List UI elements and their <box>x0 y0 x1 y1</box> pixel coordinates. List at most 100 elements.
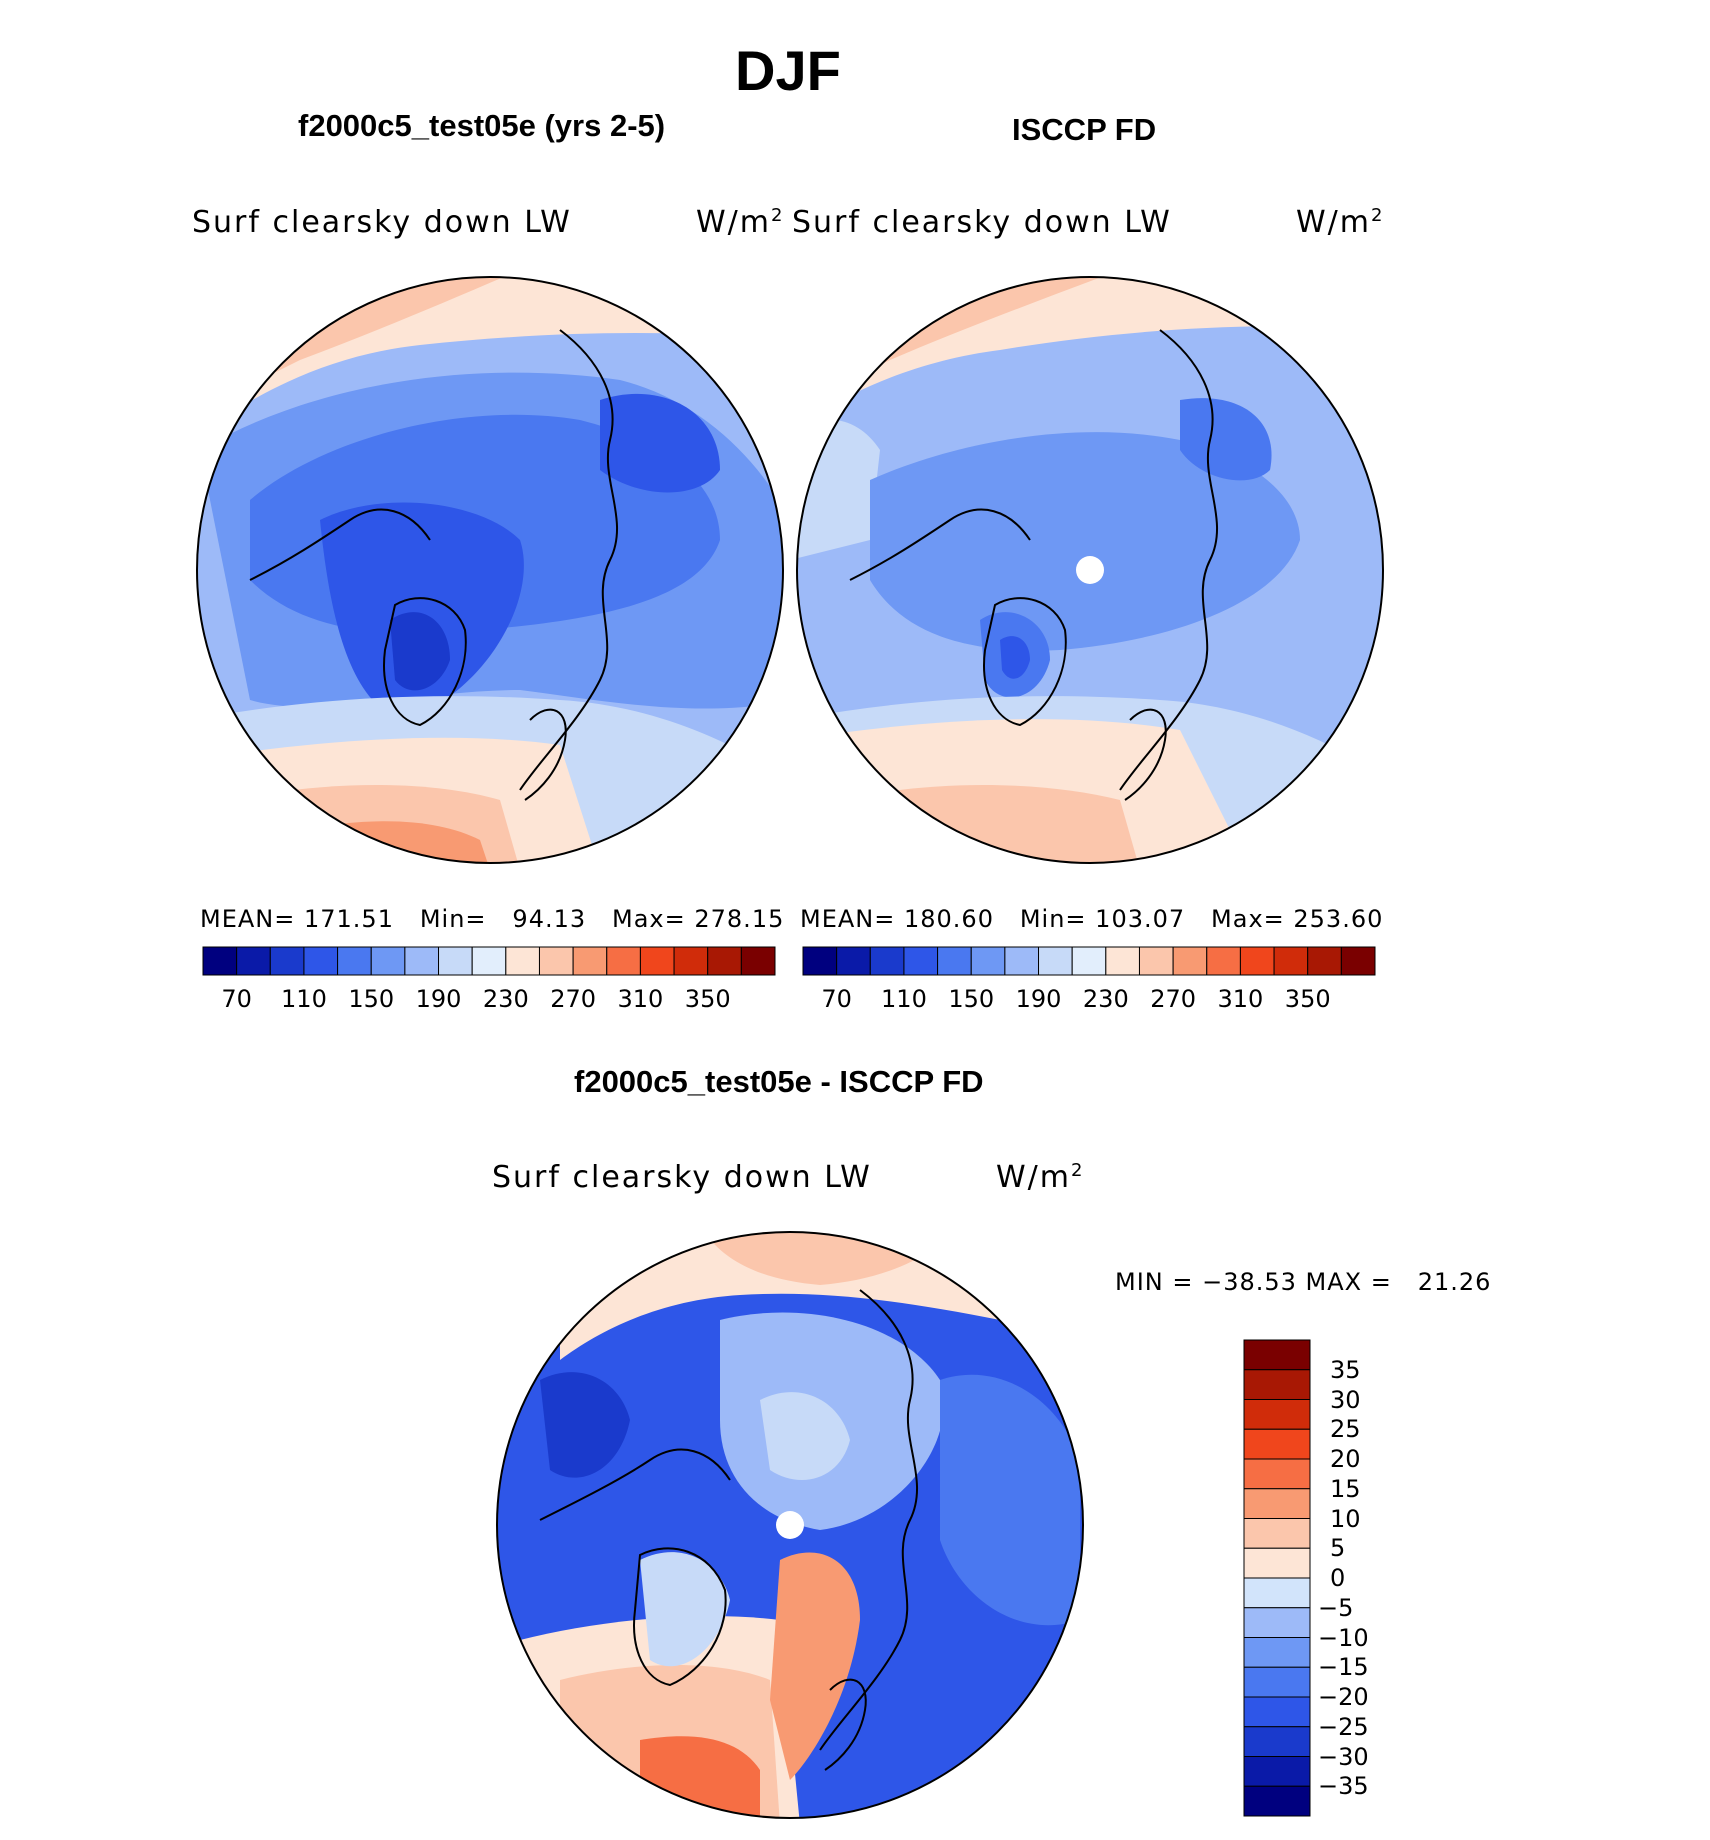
colorbar-tick-label: −20 <box>1318 1683 1369 1711</box>
colorbar-swatch <box>236 946 271 976</box>
colorbar-swatch <box>572 946 608 976</box>
colorbar-swatch <box>538 946 574 976</box>
colorbar-swatch <box>1004 946 1040 976</box>
colorbar-swatch <box>1243 1488 1311 1519</box>
colorbar-tick-label: 230 <box>1082 985 1129 1013</box>
map-model-bottom-hot <box>300 821 490 863</box>
map-diff-greenland-mix <box>640 1552 730 1667</box>
map-model-bottom-light <box>197 696 783 863</box>
map-model-coast-greenland <box>383 597 467 727</box>
season-title: DJF <box>735 39 841 102</box>
colorbar-tick-label: −10 <box>1318 1623 1369 1652</box>
colorbar-swatch <box>1243 1339 1311 1371</box>
map-diff-outline <box>496 1231 1084 1819</box>
map-model-background <box>197 277 783 863</box>
colorbar-swatch <box>1340 946 1376 976</box>
colorbar-tick-label: 350 <box>1284 985 1331 1013</box>
map-diff-bottom-warm <box>520 1616 800 1818</box>
map-diff-bottom-hot <box>640 1736 760 1818</box>
colorbar-swatch <box>1243 1518 1311 1549</box>
colorbar-tick-label: 110 <box>281 985 327 1013</box>
colorbar-tick-label: 110 <box>881 985 927 1013</box>
colorbar-swatch <box>869 946 905 976</box>
map-obs-background <box>797 277 1383 863</box>
colorbar-swatch <box>471 946 507 976</box>
map-model-deepest <box>390 612 450 691</box>
map-model-core <box>250 414 720 634</box>
map-obs-coast-america <box>849 508 1031 581</box>
colorbar-swatch <box>1239 946 1275 976</box>
colorbar-swatch <box>707 946 742 976</box>
colorbar-swatch <box>1243 1637 1311 1668</box>
colorbar-swatch <box>937 946 972 976</box>
colorbar-swatch <box>1243 1607 1311 1638</box>
map-diff-pole-lighter <box>760 1392 850 1480</box>
colorbar-tick-label: 25 <box>1330 1415 1361 1444</box>
colorbar-swatch <box>1105 946 1140 976</box>
map-model-outline <box>196 276 784 864</box>
colorbar-swatch <box>1243 1369 1311 1400</box>
map-diff-right-mid <box>940 1374 1080 1626</box>
colorbar-tick-label: −5 <box>1318 1593 1354 1622</box>
colorbar-tick-label: −25 <box>1318 1712 1369 1741</box>
stats-diff: MIN = −38.53 MAX = 21.26 <box>1115 1268 1492 1296</box>
stats-obs: MEAN= 180.60 Min= 103.07 Max= 253.60 <box>800 905 1384 933</box>
map-obs-greenland-deep <box>980 612 1050 698</box>
colorbar-swatch <box>1273 946 1309 976</box>
map-diff-coast-america <box>539 1448 731 1521</box>
colorbar-swatch <box>303 946 339 976</box>
map-model-warm-top <box>240 277 520 390</box>
map-obs-core-deep <box>1180 398 1272 481</box>
colorbar-swatch <box>1172 946 1208 976</box>
map-model-deep <box>320 502 524 720</box>
panel-title-model: f2000c5_test05e (yrs 2-5) <box>298 108 666 143</box>
colorbar-tick-label: 10 <box>1330 1504 1361 1533</box>
map-model-warm-band-top <box>197 277 783 440</box>
colorbar-swatch <box>1243 1666 1311 1698</box>
map-obs-left-light <box>797 419 880 560</box>
colorbar-swatch <box>1243 1428 1311 1460</box>
map-diff-background <box>497 1232 1083 1818</box>
colorbar-tick-label: 190 <box>1015 985 1062 1013</box>
colorbar-tick-label: −30 <box>1318 1742 1369 1771</box>
colorbar-swatch <box>1243 1458 1311 1490</box>
colorbar-swatch <box>370 946 406 976</box>
colorbar-tick-label: 230 <box>482 985 529 1013</box>
map-model-bottom-warm <box>197 737 600 863</box>
colorbar-tick-label: 35 <box>1330 1355 1361 1384</box>
map-model-cool-ring <box>200 372 783 709</box>
map-obs-outline <box>796 276 1384 864</box>
map-diff-center-light <box>720 1312 944 1530</box>
map-obs-bottom-warm <box>797 719 1250 863</box>
map-model-coast-eurasia <box>519 329 619 791</box>
colorbar-swatch <box>202 946 238 976</box>
colorbar-tick-label: 5 <box>1330 1534 1346 1563</box>
map-obs-coast-eurasia <box>1119 329 1219 791</box>
colorbar-swatch <box>740 946 776 976</box>
colorbar-swatch <box>1243 1785 1311 1817</box>
units-label-obs: W/m2 <box>1296 205 1385 240</box>
colorbar-swatch <box>404 946 440 976</box>
colorbar-swatch <box>1138 946 1174 976</box>
colorbar-swatch <box>1243 1577 1311 1609</box>
colorbar-swatch <box>269 946 305 976</box>
panel-title-obs: ISCCP FD <box>1012 112 1157 147</box>
colorbar-tick-label: −35 <box>1318 1772 1369 1801</box>
colorbar-swatch <box>802 946 838 976</box>
colorbar-swatch <box>1243 1726 1311 1757</box>
colorbar-swatch <box>673 946 709 976</box>
colorbar-tick-label: 20 <box>1330 1445 1361 1473</box>
map-diff-bottom-warmer <box>560 1665 780 1818</box>
colorbar-swatch <box>1243 1756 1311 1787</box>
colorbar-swatch <box>836 946 871 976</box>
colorbar-swatch <box>1243 1399 1311 1430</box>
colorbar-swatch <box>505 946 540 976</box>
variable-label-obs: Surf clearsky down LW <box>792 205 1172 240</box>
map-diff-atlantic-warm <box>770 1552 860 1780</box>
units-label-model: W/m2 <box>696 205 785 240</box>
map-obs-warm-band-top <box>797 277 1383 430</box>
map-model-coast-america <box>249 508 431 581</box>
colorbar-swatch <box>438 946 473 976</box>
map-diff-coast-greenland <box>633 1547 727 1687</box>
colorbar-tick-label: 310 <box>617 985 664 1013</box>
